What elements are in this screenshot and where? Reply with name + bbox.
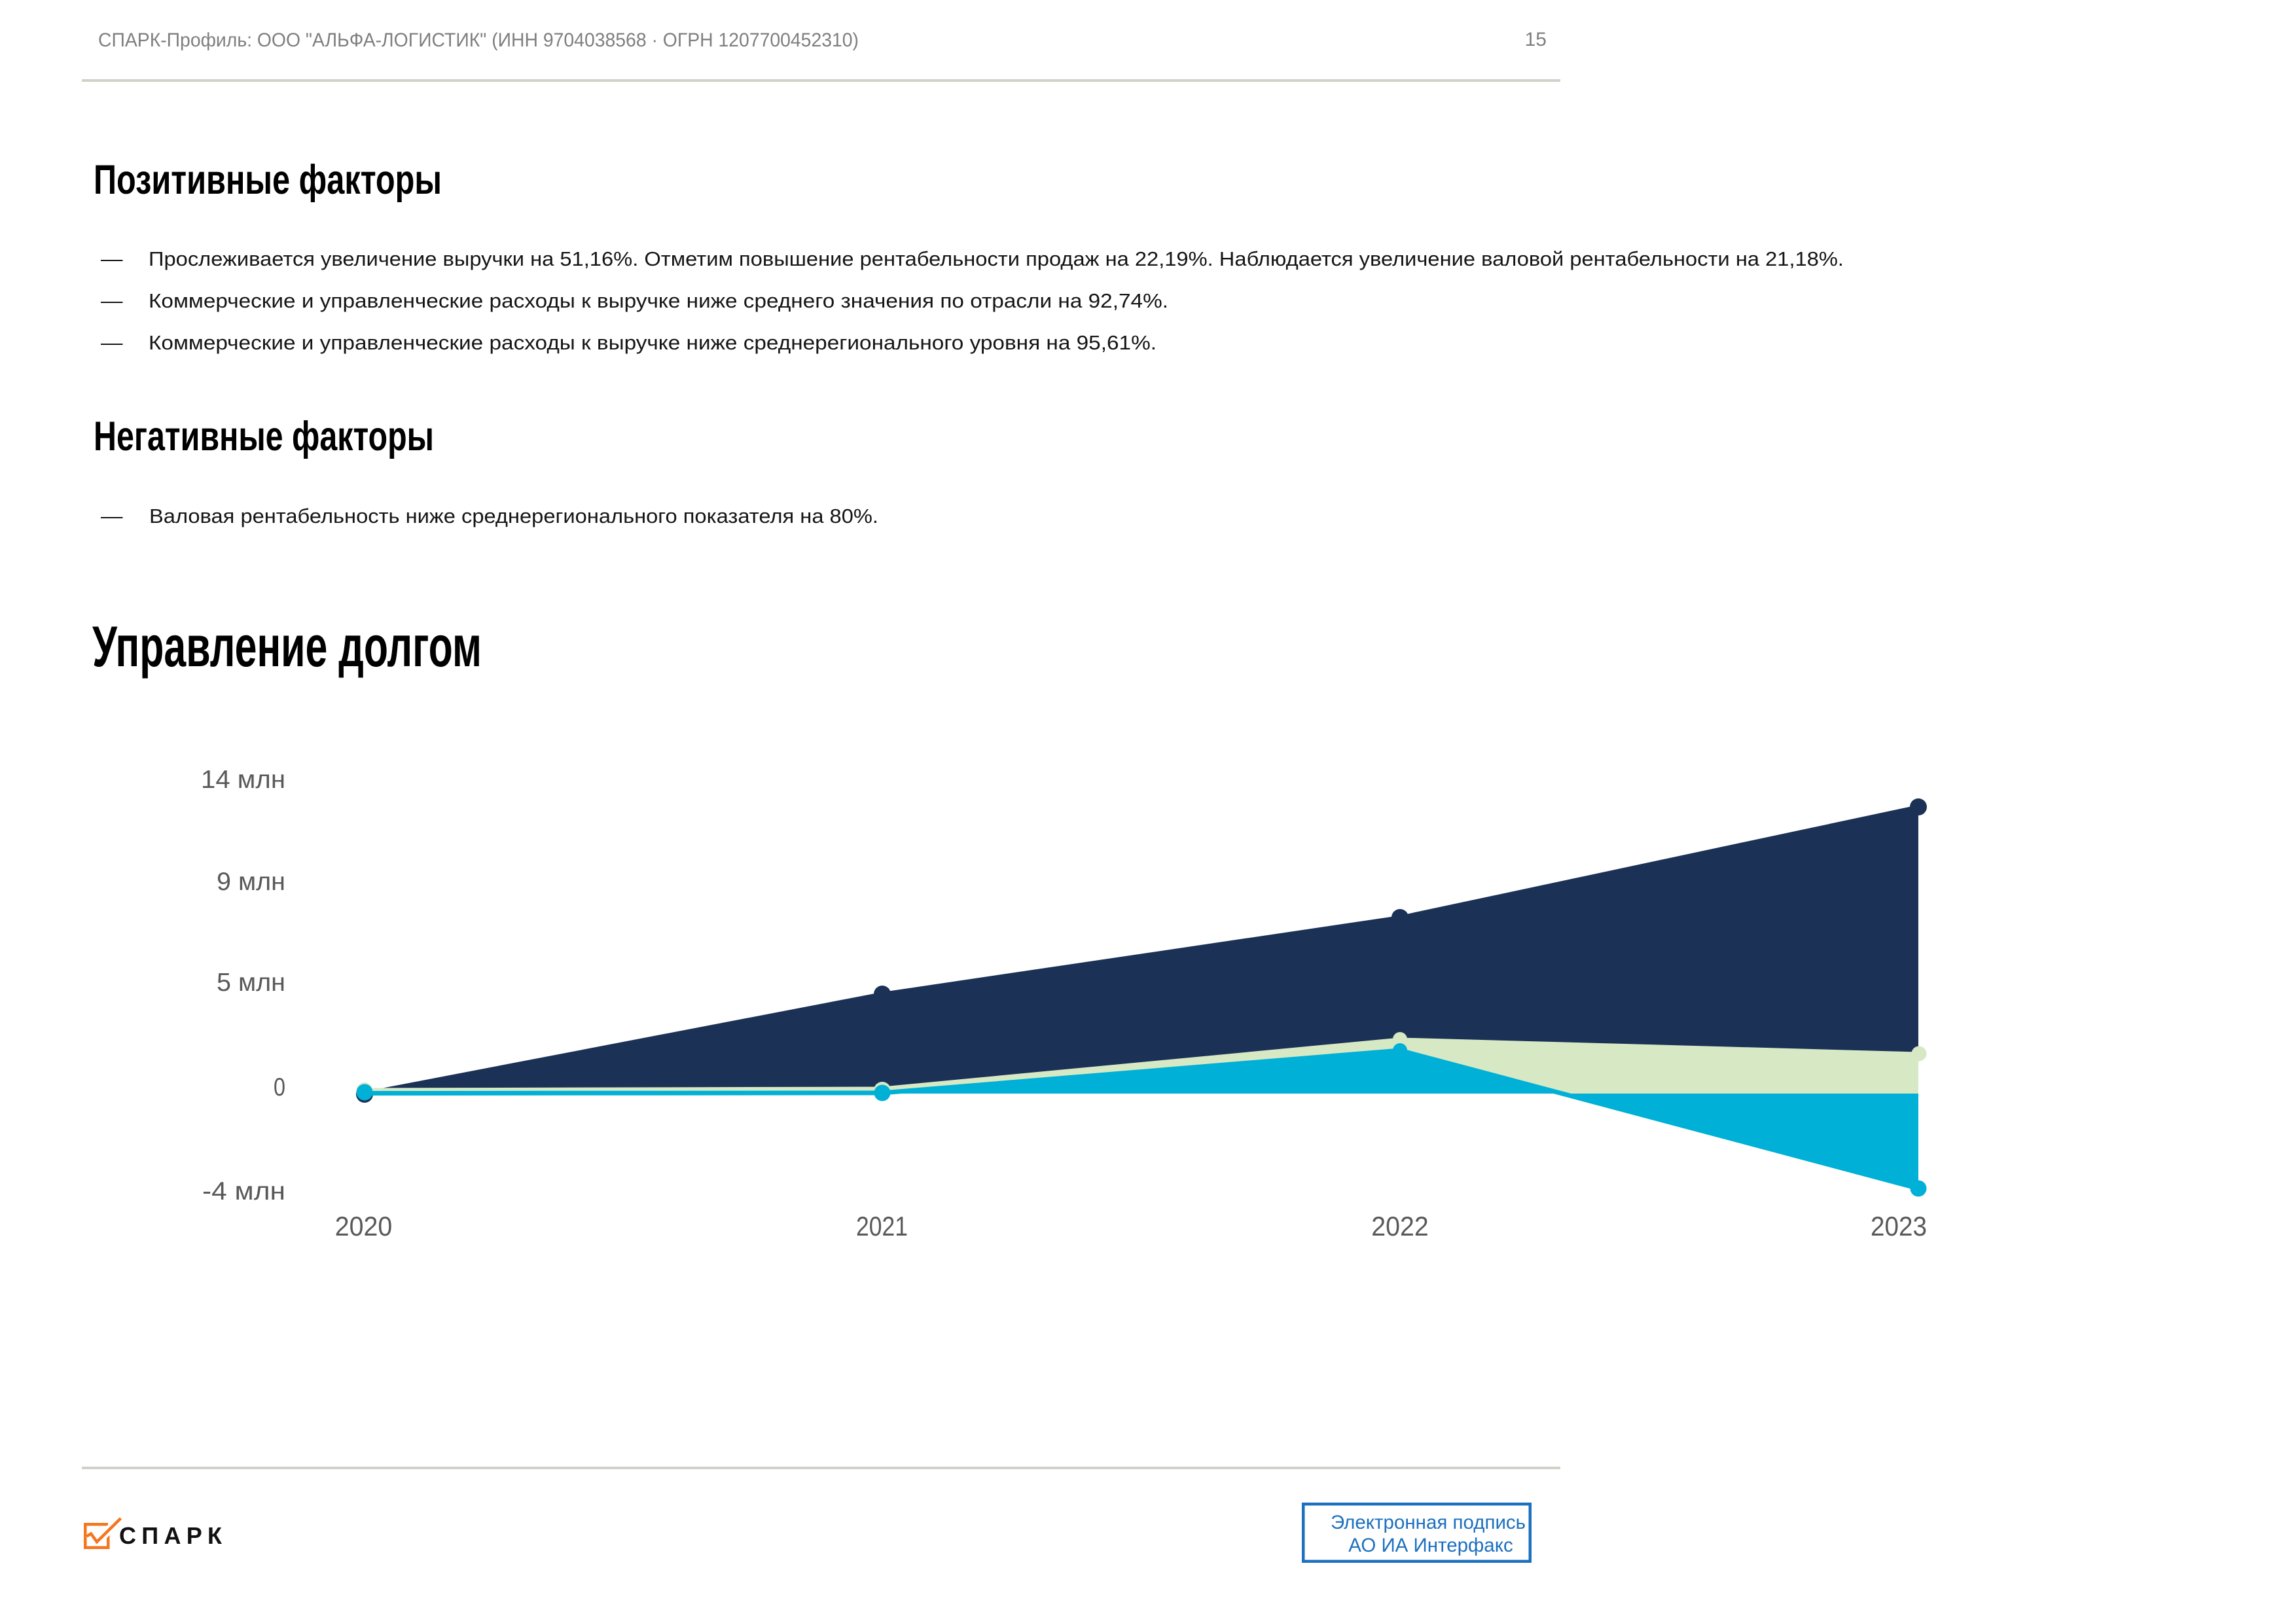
svg-text:АО ИА Интерфакс: АО ИА Интерфакс — [1348, 1535, 1513, 1556]
svg-text:Позитивные факторы: Позитивные факторы — [94, 157, 442, 203]
svg-text:2022: 2022 — [1371, 1211, 1429, 1241]
svg-text:2021: 2021 — [856, 1211, 908, 1241]
svg-text:СПАРК-Профиль: ООО "АЛЬФА-ЛОГИ: СПАРК-Профиль: ООО "АЛЬФА-ЛОГИСТИК" (ИНН… — [98, 29, 859, 51]
svg-text:2023: 2023 — [1871, 1211, 1927, 1241]
svg-text:Негативные факторы: Негативные факторы — [94, 414, 434, 459]
svg-text:Коммерческие и управленческие: Коммерческие и управленческие расходы к … — [149, 331, 1157, 354]
svg-text:15: 15 — [1525, 29, 1547, 50]
svg-text:Прослеживается увеличение выру: Прослеживается увеличение выручки на 51,… — [149, 247, 1844, 270]
svg-text:—: — — [101, 331, 123, 354]
svg-text:—: — — [101, 247, 123, 270]
svg-text:Валовая рентабельность ниже ср: Валовая рентабельность ниже среднерегион… — [149, 505, 878, 527]
svg-text:5 млн: 5 млн — [217, 969, 285, 997]
svg-text:2020: 2020 — [335, 1211, 393, 1241]
svg-text:—: — — [101, 289, 123, 312]
svg-text:СПАРК: СПАРК — [119, 1522, 223, 1549]
svg-text:Коммерческие и управленческие: Коммерческие и управленческие расходы к … — [149, 289, 1168, 312]
svg-text:Электронная подпись: Электронная подпись — [1331, 1512, 1526, 1533]
svg-text:Управление долгом: Управление долгом — [92, 614, 482, 679]
svg-text:—: — — [101, 505, 123, 527]
svg-text:-4 млн: -4 млн — [202, 1177, 285, 1205]
svg-text:14 млн: 14 млн — [201, 766, 285, 794]
svg-text:9 млн: 9 млн — [217, 868, 285, 896]
svg-text:0: 0 — [274, 1073, 285, 1101]
